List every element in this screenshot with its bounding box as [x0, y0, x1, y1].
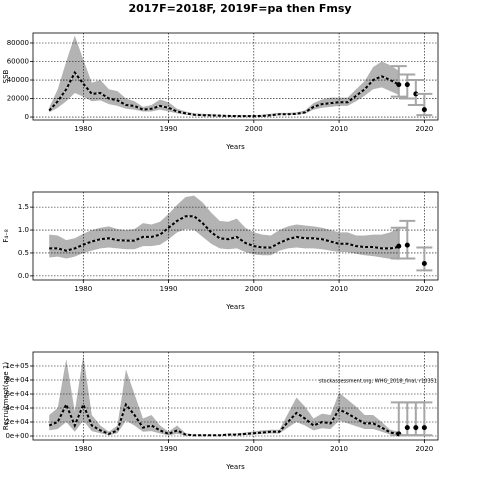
panel: 1980 1990 2000 2010 2020 0e+00 2e+04 4e+04 6e+04… — [2, 351, 439, 471]
estimate-line — [48, 70, 400, 118]
x-tick-label: 2000 — [245, 445, 263, 453]
y-tick-label: 40000 — [7, 76, 29, 84]
forecast-point — [404, 242, 410, 248]
y-tick-label: 0.0 — [18, 272, 29, 280]
forecast-point — [413, 91, 419, 97]
x-axis-label: Years — [225, 143, 245, 151]
panel: 1980 1990 2000 2010 2020 0 20000 40000 60000 8000… — [2, 32, 439, 151]
estimate-line — [49, 215, 399, 252]
panel: 1980 1990 2000 2010 2020 0.0 0.5 1.0 1.5 Years F₄₋… — [2, 191, 439, 311]
confidence-band — [49, 35, 399, 117]
figure-title: 2017F=2018F, 2019F=pa then Fmsy — [128, 2, 351, 15]
x-tick-label: 2010 — [330, 445, 348, 453]
forecast-point — [396, 82, 402, 88]
y-tick-label: 0 — [25, 113, 29, 121]
estimate-line — [48, 401, 399, 437]
x-axis-label: Years — [225, 303, 245, 311]
forecast-point — [421, 425, 427, 431]
x-tick-label: 2000 — [245, 125, 263, 133]
forecast-point — [413, 425, 419, 431]
x-tick-label: 2000 — [245, 285, 263, 293]
y-tick-label: 0e+00 — [5, 432, 29, 440]
y-tick-label: 2e+04 — [5, 418, 29, 426]
x-tick-label: 1990 — [160, 125, 178, 133]
confidence-band — [49, 195, 399, 260]
y-axis-label: F₄₋₈ — [2, 229, 10, 243]
y-axis-label: Recruitment(age 1) — [2, 362, 10, 430]
y-tick-label: 80000 — [7, 39, 29, 47]
x-tick-label: 2020 — [415, 125, 433, 133]
y-axis-label: SSB — [2, 69, 10, 83]
forecast-point — [421, 107, 427, 113]
forecast-point — [404, 425, 410, 431]
forecast-point — [421, 261, 427, 266]
y-tick-label: 1.5 — [18, 203, 29, 211]
y-tick-label: 6e+04 — [5, 390, 29, 398]
forecast-point — [396, 243, 402, 249]
forecast-point — [404, 82, 410, 88]
y-tick-label: 1.0 — [18, 226, 29, 234]
x-tick-label: 1990 — [160, 445, 178, 453]
x-tick-label: 2020 — [415, 445, 433, 453]
x-tick-label: 2010 — [330, 285, 348, 293]
x-tick-label: 1980 — [74, 125, 92, 133]
y-tick-label: 20000 — [7, 95, 29, 103]
annotation: stockassessment.org, WHG_2018_final, r10… — [319, 379, 437, 385]
x-tick-label: 2010 — [330, 125, 348, 133]
x-tick-label: 2020 — [415, 285, 433, 293]
y-tick-label: 0.5 — [18, 249, 29, 257]
x-tick-label: 1980 — [74, 285, 92, 293]
x-tick-label: 1990 — [160, 285, 178, 293]
confidence-band — [49, 355, 399, 436]
plot-frame — [32, 32, 439, 121]
x-tick-label: 1980 — [74, 445, 92, 453]
y-tick-label: 4e+04 — [5, 404, 29, 412]
plot-frame — [32, 191, 439, 281]
x-axis-label: Years — [225, 463, 245, 471]
plot-frame — [32, 351, 439, 441]
y-tick-label: 1e+05 — [5, 362, 29, 370]
y-tick-label: 8e+04 — [5, 376, 29, 384]
y-tick-label: 60000 — [7, 58, 29, 66]
